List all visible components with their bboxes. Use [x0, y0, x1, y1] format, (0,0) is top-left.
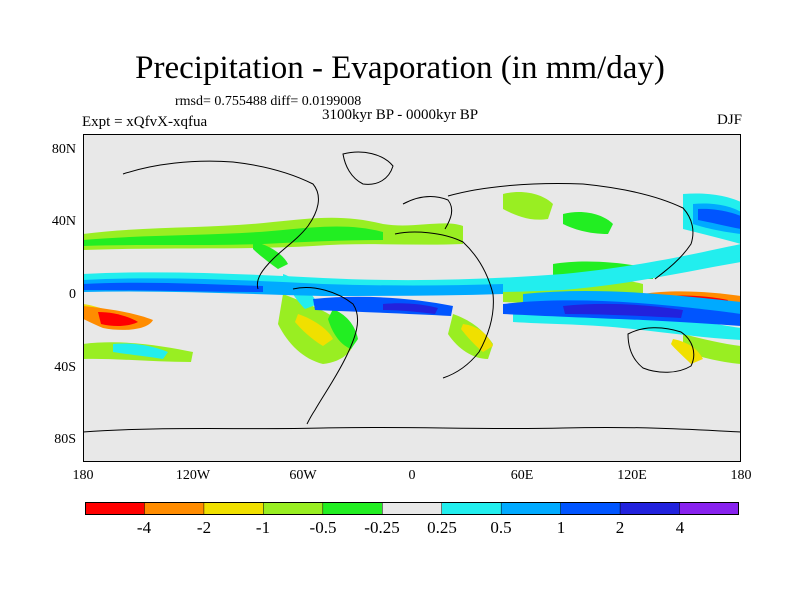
stats-label: rmsd= 0.755488 diff= 0.0199008: [175, 94, 362, 109]
colorbar-label-4: 4: [675, 518, 685, 537]
colorbar-label-2: 2: [615, 518, 625, 537]
colorbar-swatch: [322, 502, 384, 515]
colorbar-frame: [85, 502, 739, 515]
lat-tick-0: 0: [69, 287, 76, 302]
africa-coast: [394, 231, 494, 379]
greenland-coast: [342, 151, 394, 185]
coastlines: [83, 151, 741, 433]
colorbar-swatch: [203, 502, 265, 515]
north-america-coast: [122, 160, 319, 290]
lon-tick-60e: 60E: [510, 468, 534, 483]
colorbar-label-1: 1: [556, 518, 566, 537]
antarctica-coast: [83, 426, 741, 433]
colorbar-swatch: [619, 502, 681, 515]
precipitation-map: [83, 134, 741, 462]
field-dark-blue: [383, 303, 683, 318]
colorbar-label-neg2: -2: [196, 518, 212, 537]
lat-tick-40n: 40N: [51, 214, 76, 229]
colorbar-swatch: [500, 502, 562, 515]
map-title: Precipitation - Evaporation (in mm/day): [135, 50, 665, 86]
period-subtitle: 3100kyr BP - 0000kyr BP: [322, 107, 479, 123]
lat-tick-80n: 80N: [51, 142, 76, 157]
colorbar-label-neg0-25: -0.25: [364, 518, 400, 537]
experiment-label: Expt = xQfvX-xqfua: [82, 114, 208, 130]
lat-tick-40s: 40S: [54, 360, 76, 375]
australia-coast: [627, 327, 695, 373]
colorbar-swatch: [85, 502, 146, 515]
colorbar-label-0-5: 0.5: [490, 518, 512, 537]
colorbar-label-neg1: -1: [255, 518, 271, 537]
lon-tick-180w: 180: [72, 468, 94, 483]
colorbar-swatch: [144, 502, 205, 515]
lat-tick-80s: 80S: [54, 432, 76, 447]
asia-coast: [447, 183, 694, 280]
colorbar-swatch: [679, 502, 739, 515]
lon-tick-120e: 120E: [617, 468, 647, 483]
colorbar-label-0-25: 0.25: [427, 518, 457, 537]
colorbar: [85, 502, 739, 515]
lon-tick-60w: 60W: [289, 468, 317, 483]
lon-tick-180e: 180: [730, 468, 752, 483]
colorbar-swatch: [263, 502, 324, 515]
europe-coast: [402, 196, 453, 230]
colorbar-swatch: [560, 502, 621, 515]
lon-tick-120w: 120W: [175, 468, 211, 483]
map-frame: [83, 134, 741, 462]
colorbar-swatch: [382, 502, 443, 515]
south-america-coast: [292, 286, 358, 425]
colorbar-swatch: [441, 502, 502, 515]
lon-tick-0: 0: [408, 468, 416, 483]
colorbar-label-neg4: -4: [136, 518, 152, 537]
season-label: DJF: [716, 112, 742, 128]
colorbar-label-neg0-5: -0.5: [309, 518, 337, 537]
